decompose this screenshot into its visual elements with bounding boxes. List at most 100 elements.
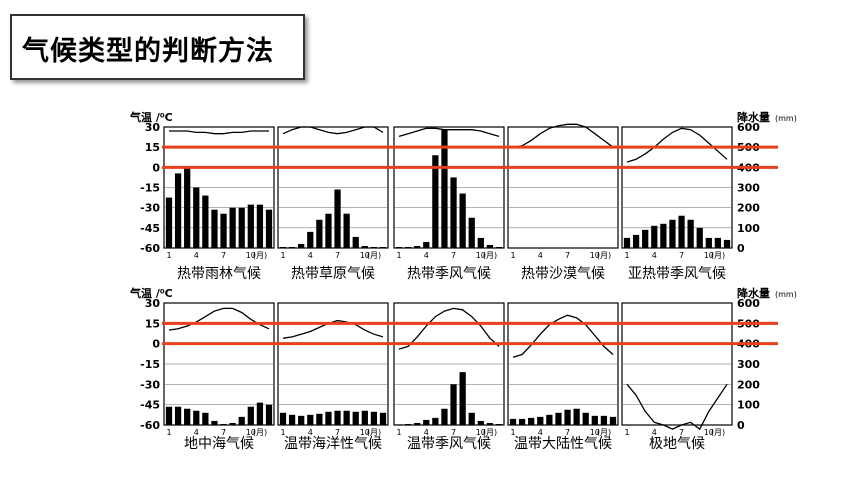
precip-bar (441, 408, 448, 425)
precip-bar (202, 412, 209, 425)
precip-bar (265, 404, 273, 425)
month-tick-label: 7 (335, 428, 340, 437)
precip-bar (395, 246, 403, 248)
month-unit-label: (月) (253, 428, 267, 437)
month-tick-label: 7 (679, 251, 684, 260)
temp-tick-label: -60 (140, 419, 160, 432)
precip-bar (184, 408, 191, 425)
precip-bar (229, 207, 236, 248)
climate-type-name: 温带季风气候 (407, 436, 491, 452)
precip-bar (623, 237, 631, 248)
right-axis-label: 降水量 (737, 286, 770, 300)
precip-bar (316, 413, 323, 425)
month-tick-label: 4 (308, 428, 313, 437)
precip-bar (468, 217, 475, 248)
left-axis-label: 气温 /⁰C (129, 110, 173, 124)
precip-bar (174, 173, 182, 248)
climate-type-name: 热带雨林气候 (177, 266, 261, 282)
temp-tick-label: 30 (145, 297, 161, 310)
precip-bar (582, 412, 589, 425)
precip-bar (723, 239, 731, 248)
right-axis-unit: (mm) (775, 290, 797, 299)
precip-bar (414, 245, 421, 248)
month-unit-label: (月) (367, 251, 381, 260)
month-tick-label: 1 (510, 428, 515, 437)
precip-tick-label: 200 (737, 202, 760, 215)
precip-bar (696, 227, 703, 248)
precip-bar (193, 187, 200, 248)
precip-bar (687, 219, 694, 248)
temp-tick-label: 0 (152, 338, 160, 351)
temp-tick-label: 0 (152, 161, 160, 174)
temp-tick-label: -30 (140, 202, 160, 215)
precip-bar (495, 423, 503, 425)
temperature-line (512, 123, 614, 148)
precip-bar (288, 246, 296, 248)
month-tick-label: 10 (246, 428, 256, 437)
precip-tick-label: 0 (737, 242, 745, 255)
month-tick-label: 10 (360, 251, 370, 260)
month-tick-label: 1 (280, 428, 285, 437)
climate-type-name: 热带草原气候 (291, 266, 375, 282)
month-tick-label: 7 (451, 251, 456, 260)
month-tick-label: 1 (396, 251, 401, 260)
month-tick-label: 1 (166, 251, 171, 260)
precip-bar (379, 246, 387, 248)
precip-bar (193, 410, 200, 425)
temperature-line (626, 383, 728, 431)
precip-bar (211, 209, 218, 248)
month-tick-label: 4 (194, 251, 199, 260)
precip-bar (414, 422, 421, 425)
precip-bar (334, 410, 341, 425)
month-tick-label: 4 (424, 251, 429, 260)
month-tick-label: 10 (246, 251, 256, 260)
month-tick-label: 1 (396, 428, 401, 437)
month-tick-label: 4 (538, 428, 543, 437)
precip-bar (642, 229, 649, 248)
climate-type-name: 地中海气候 (184, 436, 254, 452)
temp-tick-label: -15 (140, 182, 160, 195)
precip-bar (343, 410, 350, 425)
title-box: 气候类型的判断方法 (10, 14, 305, 80)
precip-tick-label: 600 (737, 297, 760, 310)
month-tick-label: 7 (221, 428, 226, 437)
precip-bar (441, 129, 448, 248)
month-unit-label: (月) (597, 251, 611, 260)
precip-bar (600, 415, 608, 425)
temperature-line (626, 127, 728, 163)
month-unit-label: (月) (483, 251, 497, 260)
precip-tick-label: 0 (737, 419, 745, 432)
precip-bar (238, 416, 245, 425)
temperature-line (512, 314, 614, 358)
month-unit-label: (月) (711, 428, 725, 437)
temp-tick-label: -30 (140, 378, 160, 391)
precip-bar (211, 420, 218, 425)
climate-type-name: 热带沙漠气候 (521, 266, 605, 282)
precip-bar (404, 423, 412, 425)
month-unit-label: (月) (483, 428, 497, 437)
precip-bar (450, 177, 457, 248)
month-tick-label: 1 (624, 428, 629, 437)
precip-bar (220, 213, 227, 248)
precip-bar (361, 410, 368, 425)
precip-bar (229, 422, 236, 425)
precip-bar (279, 246, 287, 248)
temp-tick-label: 15 (145, 317, 160, 330)
left-axis-label: 气温 /⁰C (129, 286, 173, 300)
temp-tick-label: -45 (140, 399, 160, 412)
precip-bar (370, 411, 378, 425)
precip-bar (450, 384, 457, 425)
precip-bar (632, 234, 640, 248)
temp-tick-label: 30 (145, 121, 161, 134)
month-tick-label: 10 (476, 428, 486, 437)
precip-bar (395, 424, 403, 425)
month-tick-label: 1 (280, 251, 285, 260)
month-tick-label: 7 (221, 251, 226, 260)
right-axis-unit: (mm) (775, 114, 797, 123)
precip-bar (288, 414, 296, 425)
precip-bar (265, 209, 273, 248)
precip-bar (555, 412, 562, 425)
precip-bar (361, 245, 368, 248)
precip-bar (165, 197, 173, 248)
precip-tick-label: 200 (737, 378, 760, 391)
